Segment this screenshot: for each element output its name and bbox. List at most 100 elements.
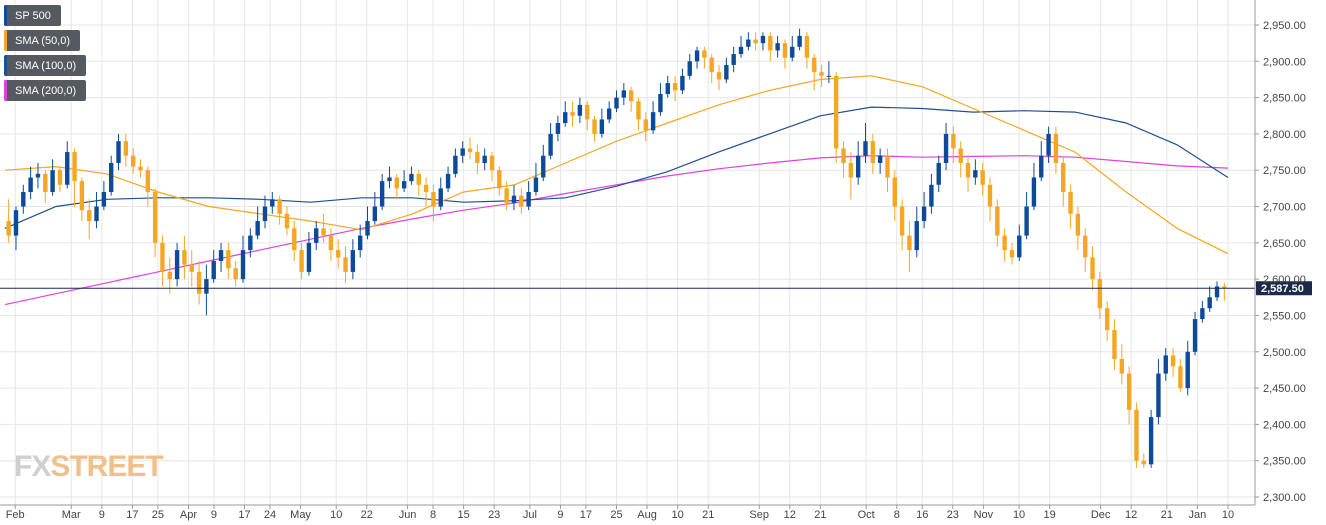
candle-body [270, 199, 275, 207]
candle [643, 112, 648, 142]
candle [497, 166, 502, 196]
candle [255, 206, 260, 240]
candle [1170, 348, 1176, 378]
candle [628, 86, 634, 113]
candle-body [1156, 373, 1161, 418]
candle [790, 35, 795, 62]
candle-body [870, 141, 876, 163]
candle [467, 137, 473, 160]
current-price-box [1256, 281, 1312, 296]
candle [387, 166, 392, 189]
candle [943, 123, 949, 171]
candle [1082, 228, 1088, 272]
candle-body [475, 152, 480, 163]
candle-body [1039, 155, 1044, 178]
candle-body [482, 155, 487, 163]
candle [160, 235, 165, 287]
candle-body [467, 148, 473, 153]
legend-item-sma200[interactable]: SMA (200,0) [4, 80, 87, 101]
candle [885, 148, 890, 193]
candle [277, 195, 282, 225]
candle [1200, 300, 1205, 323]
candle [438, 177, 443, 211]
candle [563, 101, 568, 127]
x-tick-label: 10 [672, 509, 684, 521]
candles [6, 28, 1227, 468]
candle [116, 133, 121, 171]
candle-body [284, 213, 290, 229]
current-price-line: 2,587.50 [0, 281, 1312, 296]
legend-item-sp500[interactable]: SP 500 [4, 5, 61, 26]
candle [1207, 286, 1212, 312]
candle [526, 181, 531, 211]
legend-item-sma100[interactable]: SMA (100,0) [4, 55, 87, 76]
candle [1002, 228, 1007, 261]
legend-swatch [4, 55, 7, 76]
candle-body [489, 155, 495, 171]
candle-body [672, 83, 678, 91]
candle-body [218, 250, 224, 261]
candle [965, 155, 971, 193]
candle [28, 166, 33, 200]
candle [665, 75, 670, 98]
y-tick-label: 2,950.00 [1263, 20, 1306, 32]
candle-body [438, 188, 443, 207]
candle [650, 101, 656, 134]
candle-body [826, 75, 832, 77]
candle-body [1017, 235, 1022, 258]
y-tick-label: 2,850.00 [1263, 93, 1306, 105]
candle [519, 188, 524, 214]
candle [21, 184, 26, 214]
candle-body [65, 152, 70, 185]
candle [855, 141, 861, 185]
candle [1031, 162, 1037, 211]
candle-body [445, 173, 451, 189]
candle [753, 32, 758, 51]
candle-body [189, 264, 194, 272]
candle-body [130, 155, 136, 167]
candle-body [453, 155, 458, 174]
candle-body [423, 184, 429, 193]
candle-body [1134, 409, 1139, 461]
candle-body [379, 181, 385, 207]
candle-body [548, 133, 553, 156]
candle [167, 257, 172, 294]
candle-body [665, 83, 670, 94]
candle [929, 173, 934, 214]
candle [724, 57, 729, 84]
candle-body [753, 39, 758, 44]
candle-body [1024, 206, 1029, 236]
candle-body [1207, 297, 1212, 309]
candle [797, 28, 802, 51]
candle [804, 32, 810, 69]
candle [328, 228, 334, 261]
candle [1134, 402, 1139, 468]
candle-body [914, 221, 919, 251]
candle [1075, 206, 1081, 251]
candle [775, 35, 780, 58]
legend-item-sma50[interactable]: SMA (50,0) [4, 30, 81, 51]
candle [702, 46, 707, 69]
candle-body [1119, 359, 1125, 374]
candle-body [885, 155, 890, 178]
candle-body [299, 250, 304, 272]
candle [1178, 359, 1183, 392]
candle-body [1163, 355, 1168, 374]
candle-body [321, 228, 326, 236]
candle-body [101, 192, 107, 207]
candle-body [57, 170, 63, 185]
candle-body [951, 133, 956, 149]
candle-body [790, 46, 795, 58]
candle-body [570, 112, 575, 116]
candle [57, 166, 63, 193]
candle-body [929, 184, 934, 207]
candle-body [680, 75, 685, 91]
candle-body [306, 242, 312, 272]
y-tick-label: 2,500.00 [1263, 347, 1306, 359]
candle [738, 35, 744, 58]
candle-body [958, 148, 963, 163]
candle [189, 250, 194, 287]
candle-body [731, 54, 736, 65]
y-axis: 2,300.00 2,350.00 2,400.00 2,450.00 2,500.00… [1254, 0, 1306, 505]
